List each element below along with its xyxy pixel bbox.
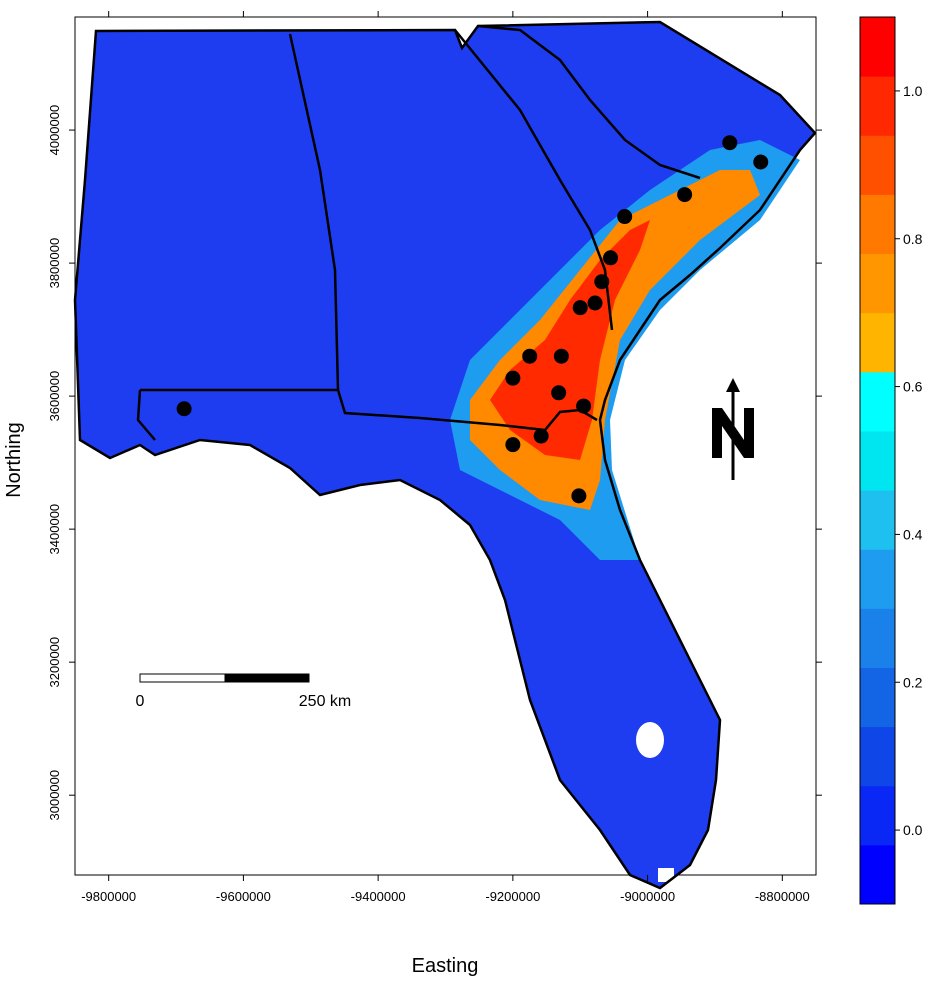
colorbar-band bbox=[860, 76, 895, 136]
scale-bar-end-label: 250 km bbox=[299, 693, 351, 710]
x-tick-label: -9600000 bbox=[216, 889, 271, 904]
y-tick-label: 3200000 bbox=[47, 637, 62, 688]
colorbar-band bbox=[860, 371, 895, 432]
colorbar-band bbox=[860, 667, 895, 728]
colorbar-band bbox=[860, 135, 895, 195]
y-tick-label: 3400000 bbox=[47, 504, 62, 555]
north-letter-icon bbox=[712, 408, 754, 458]
site-marker bbox=[522, 348, 538, 364]
north-arrow-head bbox=[726, 378, 740, 392]
site-marker bbox=[617, 209, 633, 225]
lake-okeechobee bbox=[636, 722, 664, 758]
colorbar-tick-label: 1.0 bbox=[903, 83, 923, 99]
north-arrow-letter: N bbox=[0, 0, 1, 1]
site-marker bbox=[576, 398, 592, 414]
scale-bar-white-segment bbox=[139, 673, 226, 683]
site-marker bbox=[677, 187, 693, 203]
y-axis-title: Northing bbox=[3, 422, 25, 498]
x-axis-title: Easting bbox=[412, 955, 479, 977]
y-axis-ticks: 3000000 3200000 3400000 3600000 3800000 40000… bbox=[47, 105, 822, 821]
colorbar-tick-label: 0.6 bbox=[903, 379, 923, 395]
scale-bar: 0 250 km bbox=[136, 673, 351, 710]
site-marker bbox=[571, 488, 587, 504]
site-marker bbox=[603, 250, 619, 266]
colorbar-band bbox=[860, 726, 895, 787]
scale-bar-black-segment bbox=[224, 673, 310, 683]
site-marker bbox=[572, 300, 588, 316]
colorbar-tick-label: 0.4 bbox=[903, 526, 923, 542]
border-ga-sc bbox=[477, 24, 701, 180]
colorbar-band bbox=[860, 608, 895, 668]
colorbar-band bbox=[860, 490, 895, 550]
colorbar: 0.0 0.2 0.4 0.6 0.8 1.0 bbox=[859, 16, 923, 905]
y-tick-label: 3600000 bbox=[47, 371, 62, 422]
colorbar-band bbox=[860, 785, 895, 846]
x-tick-label: -9800000 bbox=[81, 889, 136, 904]
x-tick-label: -9200000 bbox=[485, 889, 540, 904]
x-tick-label: -9400000 bbox=[351, 889, 406, 904]
site-markers bbox=[176, 135, 769, 504]
border-ms-al bbox=[288, 33, 340, 391]
land-region bbox=[75, 22, 815, 888]
outer-boundary bbox=[73, 20, 817, 890]
site-marker bbox=[587, 295, 603, 311]
colorbar-band bbox=[860, 312, 895, 373]
colorbar-frame bbox=[859, 16, 896, 905]
site-marker bbox=[533, 428, 549, 444]
site-marker bbox=[505, 370, 521, 386]
colorbar-band bbox=[860, 430, 895, 491]
site-marker bbox=[753, 154, 769, 170]
colorbar-tick-label: 0.2 bbox=[903, 674, 923, 690]
site-marker bbox=[722, 135, 738, 151]
site-marker bbox=[176, 401, 192, 417]
colorbar-band bbox=[860, 17, 895, 77]
border-ms-la bbox=[136, 389, 156, 441]
colorbar-tick-label: 0.8 bbox=[903, 231, 923, 247]
y-tick-label: 4000000 bbox=[47, 105, 62, 156]
site-marker bbox=[551, 385, 567, 401]
y-tick-label: 3800000 bbox=[47, 238, 62, 289]
x-axis-ticks: -9800000 -9600000 -9400000 -9200000 -9000000… bbox=[81, 11, 810, 904]
colorbar-band bbox=[860, 253, 895, 314]
x-tick-label: -9000000 bbox=[620, 889, 675, 904]
x-tick-label: -8800000 bbox=[755, 889, 810, 904]
scale-bar-start-label: 0 bbox=[136, 693, 145, 710]
north-arrow: N bbox=[0, 0, 754, 480]
site-marker bbox=[594, 274, 610, 290]
site-marker bbox=[505, 437, 521, 453]
colorbar-band bbox=[860, 194, 895, 255]
colorbar-band bbox=[860, 844, 895, 905]
border-gulf-fl bbox=[140, 388, 598, 432]
no-data-gap bbox=[658, 868, 674, 882]
colorbar-band bbox=[860, 549, 895, 609]
state-borders bbox=[73, 20, 817, 890]
peak-probability-zone bbox=[490, 220, 650, 460]
y-tick-label: 3000000 bbox=[47, 770, 62, 821]
site-marker bbox=[553, 348, 569, 364]
colorbar-tick-label: 0.0 bbox=[903, 822, 923, 838]
